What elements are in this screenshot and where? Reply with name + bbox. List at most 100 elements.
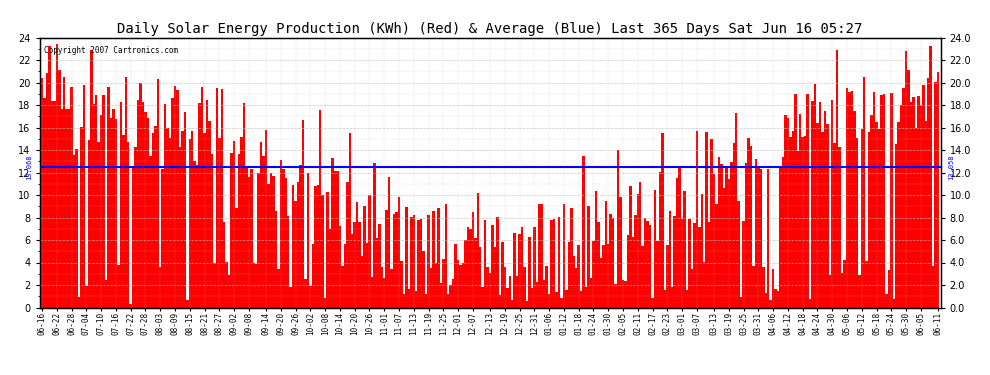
Bar xyxy=(526,301,529,307)
Bar xyxy=(850,92,853,308)
Bar xyxy=(555,292,557,308)
Bar xyxy=(122,135,125,308)
Bar xyxy=(759,169,762,308)
Bar xyxy=(73,155,75,308)
Bar xyxy=(262,156,265,308)
Bar xyxy=(147,118,149,308)
Bar xyxy=(792,131,794,308)
Bar xyxy=(236,208,238,308)
Bar xyxy=(754,159,757,308)
Bar xyxy=(92,104,95,308)
Bar xyxy=(900,105,902,308)
Bar xyxy=(740,297,742,307)
Bar xyxy=(294,201,297,308)
Bar xyxy=(390,269,393,308)
Bar xyxy=(370,278,373,308)
Bar xyxy=(486,267,489,308)
Bar xyxy=(893,299,895,307)
Bar xyxy=(484,220,486,308)
Bar xyxy=(885,294,888,307)
Bar xyxy=(151,133,154,308)
Bar xyxy=(816,123,819,308)
Bar xyxy=(223,222,226,308)
Bar xyxy=(930,46,932,308)
Bar xyxy=(804,136,806,308)
Bar xyxy=(287,216,289,308)
Bar xyxy=(681,219,683,308)
Bar xyxy=(420,219,423,308)
Bar xyxy=(653,190,656,308)
Bar xyxy=(102,94,105,308)
Bar xyxy=(355,202,358,308)
Bar xyxy=(246,166,248,308)
Bar xyxy=(60,109,63,308)
Bar xyxy=(605,201,607,308)
Bar xyxy=(534,227,536,308)
Bar xyxy=(617,150,620,308)
Bar xyxy=(629,186,632,308)
Bar xyxy=(164,104,166,308)
Bar xyxy=(587,206,590,308)
Bar xyxy=(597,222,600,308)
Bar xyxy=(309,286,312,308)
Bar xyxy=(615,284,617,308)
Bar xyxy=(730,162,733,308)
Bar xyxy=(529,237,531,308)
Bar xyxy=(757,167,759,308)
Bar xyxy=(873,92,875,308)
Bar xyxy=(451,279,454,308)
Bar xyxy=(728,179,730,308)
Bar xyxy=(435,262,438,308)
Bar xyxy=(248,177,250,308)
Bar xyxy=(627,235,629,308)
Bar xyxy=(590,278,592,308)
Bar xyxy=(592,241,595,308)
Bar xyxy=(63,77,65,308)
Text: Copyright 2007 Cartronics.com: Copyright 2007 Cartronics.com xyxy=(45,46,178,55)
Bar xyxy=(267,184,269,308)
Bar xyxy=(567,243,570,308)
Bar xyxy=(171,98,174,308)
Bar xyxy=(46,74,49,308)
Bar xyxy=(440,283,443,308)
Bar xyxy=(897,122,900,308)
Bar xyxy=(395,212,398,308)
Bar xyxy=(53,101,55,308)
Bar xyxy=(314,186,317,308)
Bar xyxy=(337,171,339,308)
Bar xyxy=(231,153,233,308)
Bar xyxy=(125,77,127,308)
Bar xyxy=(496,217,499,308)
Bar xyxy=(461,263,464,308)
Bar xyxy=(895,144,897,308)
Bar xyxy=(277,269,279,308)
Bar xyxy=(646,221,648,308)
Bar xyxy=(519,234,521,308)
Bar xyxy=(541,204,543,308)
Text: 13.058: 13.058 xyxy=(948,154,954,180)
Bar xyxy=(742,220,744,308)
Bar xyxy=(50,101,53,308)
Bar xyxy=(78,297,80,307)
Bar xyxy=(255,264,257,308)
Bar xyxy=(536,282,538,308)
Bar xyxy=(735,113,738,308)
Bar xyxy=(557,217,560,308)
Bar xyxy=(883,94,885,308)
Bar xyxy=(538,204,541,308)
Bar xyxy=(824,111,826,308)
Bar xyxy=(70,87,73,308)
Bar xyxy=(774,289,777,308)
Bar xyxy=(819,102,821,308)
Bar xyxy=(213,263,216,308)
Bar xyxy=(297,182,299,308)
Bar xyxy=(858,275,860,308)
Bar xyxy=(545,266,547,308)
Bar xyxy=(797,152,799,308)
Bar xyxy=(274,211,277,308)
Bar xyxy=(927,78,930,308)
Bar xyxy=(120,102,122,308)
Bar xyxy=(701,194,703,308)
Bar xyxy=(620,197,622,308)
Bar xyxy=(779,167,782,308)
